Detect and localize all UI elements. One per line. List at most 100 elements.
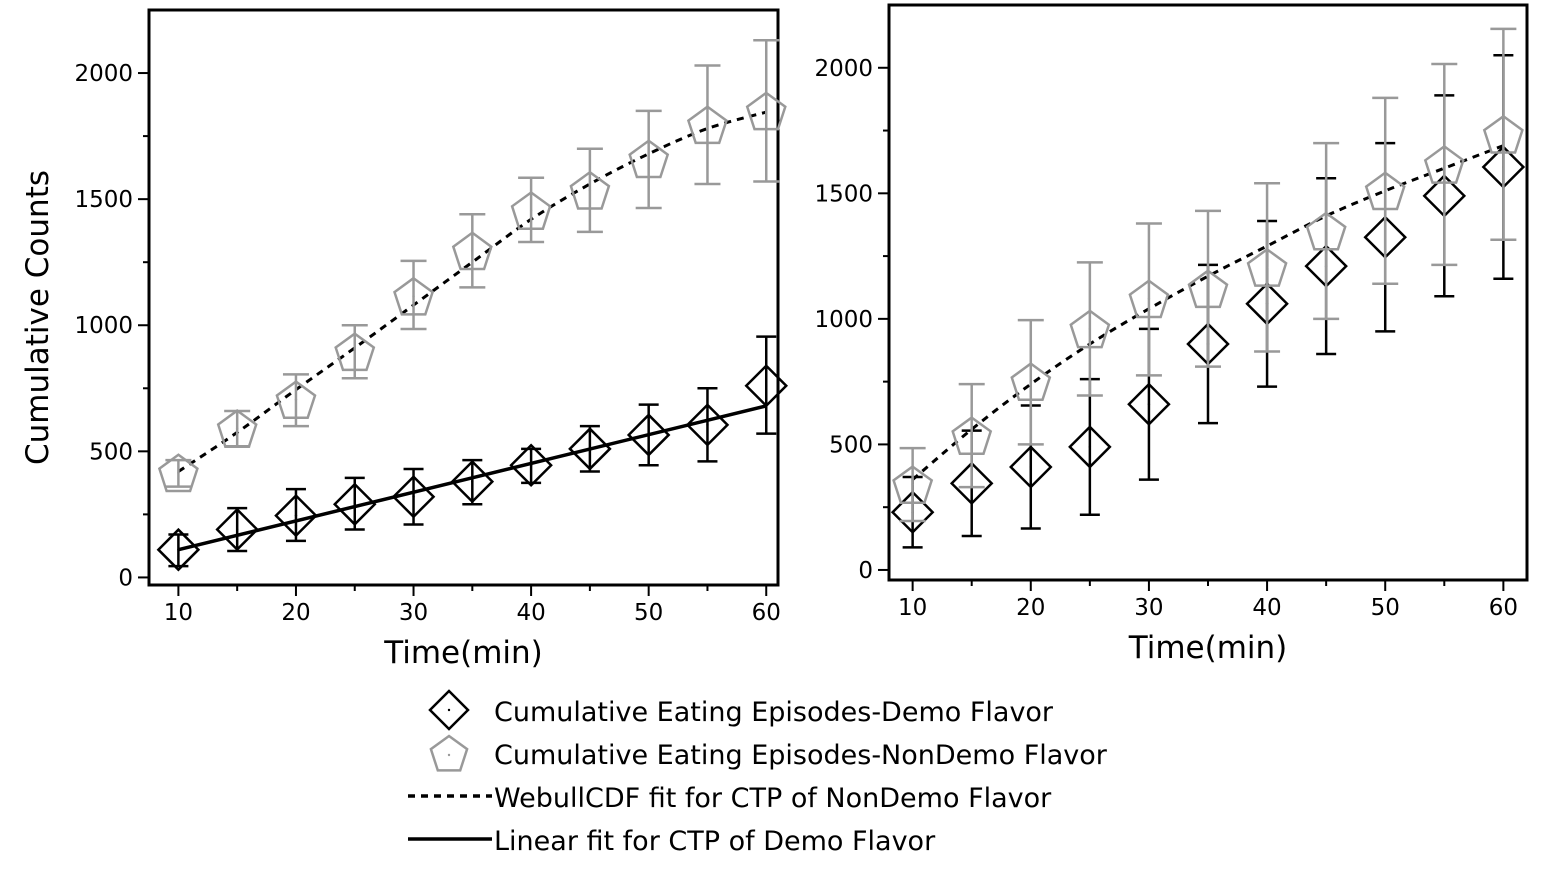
nondemo-point-center: [294, 398, 298, 401]
demo-series: [156, 335, 789, 572]
x-tick-label: 60: [1489, 595, 1518, 621]
nondemo-point-center: [1324, 229, 1328, 233]
nondemo-point: [157, 453, 199, 493]
legend-pentagon-center: [447, 753, 451, 757]
demo-point: [1127, 382, 1171, 427]
y-tick-label: 2000: [814, 56, 873, 82]
demo-point: [215, 507, 259, 552]
x-tick-label: 10: [898, 595, 927, 621]
nondemo-point-center: [1206, 287, 1210, 290]
nondemo-point-center: [1384, 189, 1387, 193]
x-tick-label: 10: [164, 600, 193, 626]
nondemo-point: [1010, 362, 1052, 402]
demo-point-center: [294, 514, 298, 517]
legend-pentagon-symbol: [429, 734, 469, 772]
x-tick-label: 40: [1252, 595, 1281, 621]
legend-label-demo: Cumulative Eating Episodes-Demo Flavor: [494, 697, 1054, 728]
left-panel: 10 20 30 40 50 60 0 500 1000 1500 2000 Time(min) Cum…: [20, 8, 789, 671]
demo-point-center: [706, 423, 709, 427]
demo-point-center: [765, 384, 768, 387]
nondemo-point: [1246, 247, 1288, 287]
nondemo-point-center: [1088, 327, 1092, 331]
demo-point: [332, 482, 377, 527]
nondemo-series: [892, 27, 1524, 523]
nondemo-point: [1128, 279, 1170, 319]
nondemo-point-center: [412, 295, 415, 298]
nondemo-point-center: [235, 427, 239, 430]
y-tick-label: 1000: [74, 313, 133, 339]
demo-point: [450, 459, 495, 504]
weibull-fit-line: [177, 110, 767, 473]
y-tick-label: 500: [829, 432, 873, 458]
demo-point-center: [529, 464, 533, 467]
x-tick-label: 20: [1016, 595, 1045, 621]
demo-point: [685, 403, 730, 447]
nondemo-point-center: [970, 434, 973, 437]
nondemo-point-center: [1147, 297, 1151, 300]
demo-point-center: [588, 447, 592, 451]
nondemo-point-center: [1502, 133, 1505, 136]
legend-label-linear: Linear fit for CTP of Demo Flavor: [494, 826, 936, 857]
nondemo-point-center: [529, 209, 533, 212]
demo-point: [391, 474, 436, 519]
nondemo-point: [1069, 309, 1111, 349]
nondemo-point: [628, 139, 670, 179]
y-tick-label: 1000: [814, 307, 873, 333]
nondemo-point: [892, 465, 934, 505]
x-tick-label: 40: [516, 600, 545, 626]
demo-point: [744, 364, 789, 408]
nondemo-point: [451, 231, 493, 271]
demo-point: [949, 461, 994, 506]
demo-point: [626, 413, 671, 457]
demo-point: [890, 490, 935, 534]
nondemo-point-center: [471, 249, 474, 253]
y-tick-label: 0: [118, 565, 133, 591]
nondemo-point-center: [911, 483, 914, 486]
y-tick-label: 1500: [74, 187, 133, 213]
x-tick-label: 60: [752, 600, 781, 626]
demo-point-center: [412, 495, 415, 498]
x-tick-label: 50: [1371, 595, 1400, 621]
demo-point: [1068, 425, 1112, 469]
demo-point-center: [235, 528, 239, 531]
demo-point-center: [647, 433, 650, 437]
demo-point-center: [1088, 445, 1092, 449]
demo-point: [1009, 445, 1053, 489]
nondemo-point: [1423, 144, 1465, 184]
demo-point-center: [353, 503, 356, 506]
nondemo-point: [686, 105, 728, 145]
nondemo-point: [1305, 211, 1347, 251]
legend: Cumulative Eating Episodes-Demo Flavor Cu…: [408, 689, 1108, 857]
nondemo-point-center: [765, 109, 768, 113]
legend-diamond-center: [447, 708, 451, 712]
y-tick-label: 2000: [74, 61, 133, 87]
demo-point: [274, 493, 318, 538]
demo-point: [509, 443, 553, 487]
demo-point-center: [1147, 403, 1151, 406]
nondemo-point-center: [588, 189, 592, 192]
demo-point: [156, 527, 201, 572]
x-tick-label: 50: [634, 600, 663, 626]
nondemo-point-center: [706, 123, 709, 126]
y-axis-title: Cumulative Counts: [20, 170, 56, 465]
nondemo-point: [393, 276, 435, 316]
nondemo-point-center: [353, 350, 356, 353]
y-tick-label: 0: [858, 558, 873, 584]
nondemo-point-center: [1265, 266, 1269, 269]
x-tick-label: 20: [281, 600, 310, 626]
right-panel: 10 20 30 40 50 60 0 500 1000 1500 2000 Time(min): [814, 3, 1529, 666]
legend-label-nondemo: Cumulative Eating Episodes-NonDemo Flavo…: [494, 740, 1108, 771]
nondemo-point: [569, 170, 611, 210]
legend-label-weibull: WebullCDF fit for CTP of NonDemo Flavor: [494, 783, 1052, 814]
x-axis-title: Time(min): [1128, 630, 1288, 666]
nondemo-point: [951, 416, 993, 456]
demo-point-center: [1029, 465, 1032, 469]
nondemo-point-center: [1443, 163, 1446, 166]
nondemo-point: [1364, 171, 1406, 211]
x-tick-label: 30: [1134, 595, 1163, 621]
weibull-fit-line: [911, 144, 1504, 481]
nondemo-point: [510, 190, 552, 230]
demo-point-center: [177, 548, 180, 551]
nondemo-point: [275, 380, 317, 420]
y-tick-label: 1500: [814, 181, 873, 207]
